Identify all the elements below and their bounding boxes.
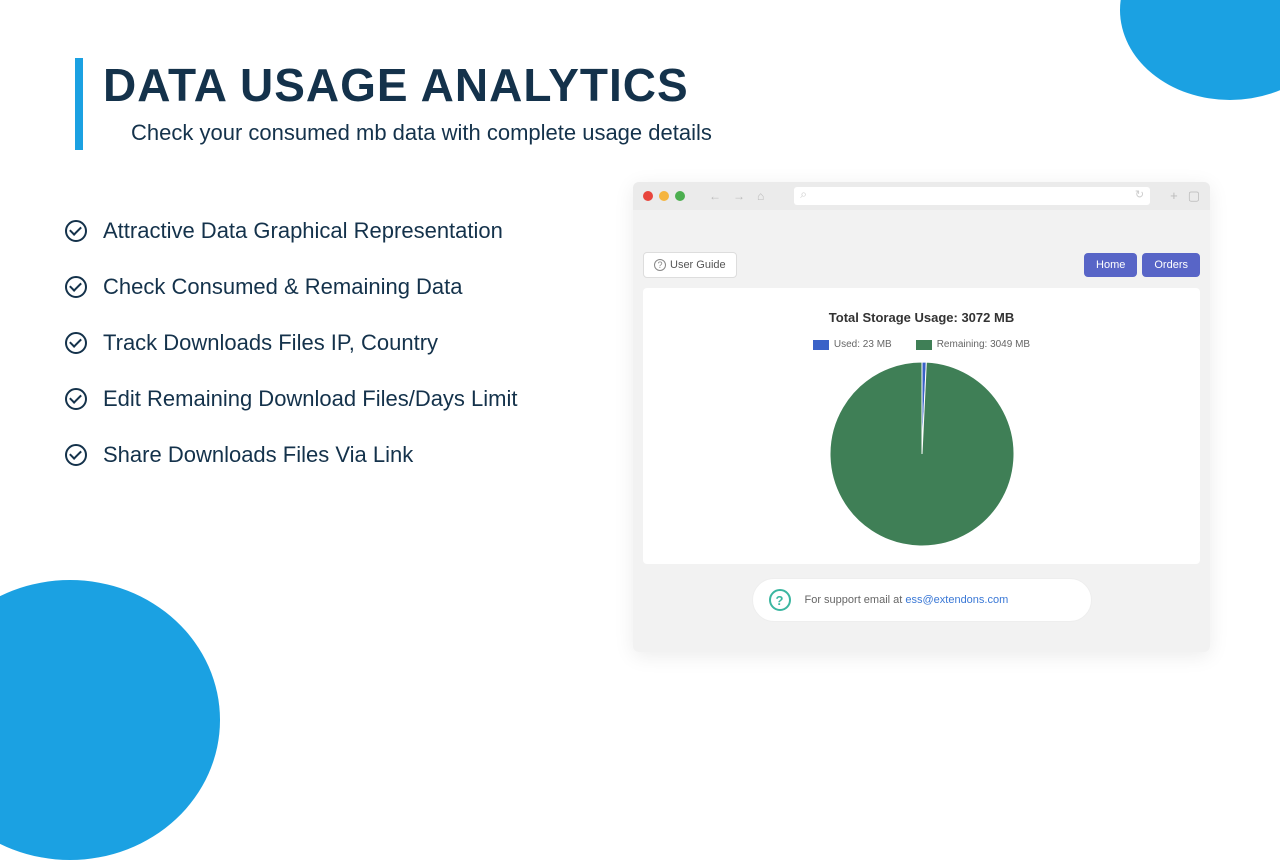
page-title: DATA USAGE ANALYTICS [103,58,712,108]
chart-title: Total Storage Usage: 3072 MB [653,310,1190,325]
legend-item-remaining: Remaining: 3049 MB [916,339,1030,350]
user-guide-button[interactable]: ? User Guide [643,252,737,278]
nav-buttons: Home Orders [1084,253,1200,277]
new-tab-icon[interactable]: + [1170,188,1178,204]
app-toolbar: ? User Guide Home Orders [633,252,1210,278]
close-icon[interactable] [643,191,653,201]
help-icon: ? [654,259,666,271]
page-header: DATA USAGE ANALYTICS Check your consumed… [75,58,712,150]
support-email-link[interactable]: ess@extendons.com [905,594,1008,606]
user-guide-label: User Guide [670,259,726,271]
back-icon[interactable]: ← [709,189,721,203]
browser-nav: ← → ⌂ [709,189,764,203]
decorative-corner-top [1120,0,1280,100]
check-icon [65,444,87,466]
forward-icon[interactable]: → [733,189,745,203]
list-item: Edit Remaining Download Files/Days Limit [65,386,518,412]
maximize-icon[interactable] [675,191,685,201]
page-subtitle: Check your consumed mb data with complet… [131,120,712,146]
orders-button[interactable]: Orders [1142,253,1200,277]
home-icon[interactable]: ⌂ [757,189,764,203]
feature-list: Attractive Data Graphical Representation… [65,218,518,498]
url-bar[interactable]: ↻ [794,187,1150,205]
feature-text: Check Consumed & Remaining Data [103,274,463,300]
list-item: Attractive Data Graphical Representation [65,218,518,244]
pie-chart [653,362,1190,546]
legend-label: Remaining: 3049 MB [937,339,1030,350]
chart-card: Total Storage Usage: 3072 MB Used: 23 MB… [643,288,1200,564]
legend-swatch [813,340,829,350]
feature-text: Share Downloads Files Via Link [103,442,413,468]
list-item: Share Downloads Files Via Link [65,442,518,468]
support-bar: ? For support email at ess@extendons.com [752,578,1092,622]
legend-item-used: Used: 23 MB [813,339,892,350]
home-button[interactable]: Home [1084,253,1137,277]
minimize-icon[interactable] [659,191,669,201]
legend-label: Used: 23 MB [834,339,892,350]
refresh-icon[interactable]: ↻ [1135,188,1144,201]
title-accent-bar [75,58,83,150]
support-icon: ? [769,589,791,611]
browser-window: ← → ⌂ ↻ + ▢ ? User Guide Home Orders Tot… [633,182,1210,652]
list-item: Track Downloads Files IP, Country [65,330,518,356]
browser-chrome: ← → ⌂ ↻ + ▢ [633,182,1210,210]
chart-legend: Used: 23 MB Remaining: 3049 MB [653,339,1190,350]
browser-actions: + ▢ [1170,188,1200,204]
feature-text: Attractive Data Graphical Representation [103,218,503,244]
tabs-icon[interactable]: ▢ [1188,188,1200,204]
check-icon [65,220,87,242]
list-item: Check Consumed & Remaining Data [65,274,518,300]
feature-text: Track Downloads Files IP, Country [103,330,438,356]
support-text: For support email at ess@extendons.com [805,594,1009,606]
legend-swatch [916,340,932,350]
check-icon [65,388,87,410]
decorative-corner-bottom [0,580,220,860]
check-icon [65,276,87,298]
feature-text: Edit Remaining Download Files/Days Limit [103,386,518,412]
window-controls [643,191,685,201]
check-icon [65,332,87,354]
